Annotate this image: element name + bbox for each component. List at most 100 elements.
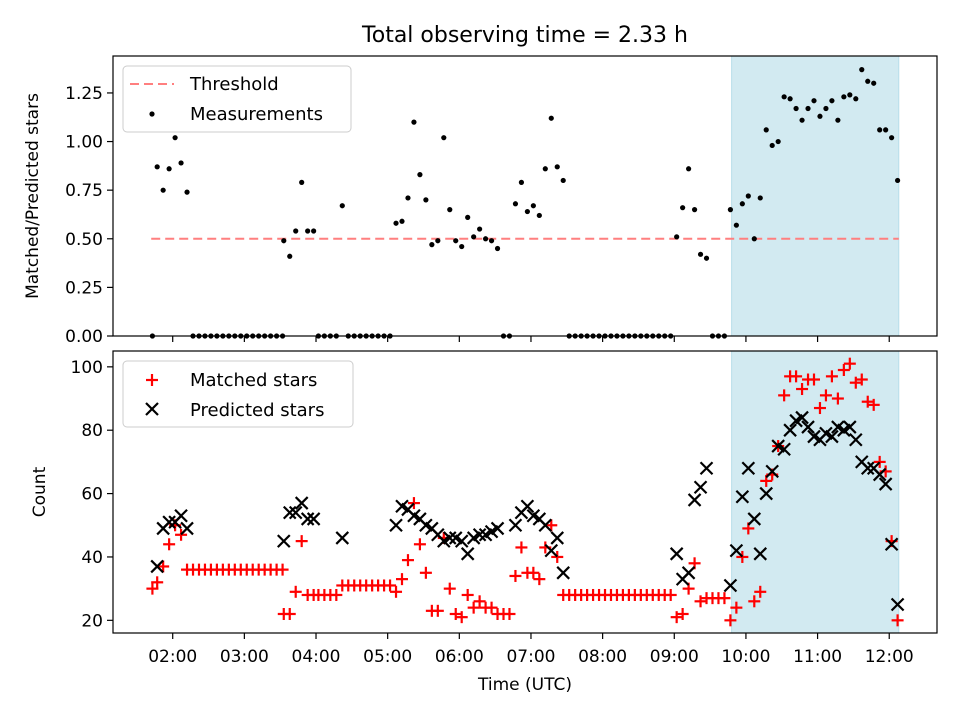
legend-predicted-label: Predicted stars xyxy=(190,400,324,421)
predicted-stars-point xyxy=(681,566,696,580)
measurements-point xyxy=(471,234,477,240)
predicted-stars-point xyxy=(878,477,893,491)
measurements-point xyxy=(853,96,859,102)
measurements-point xyxy=(865,78,871,84)
measurements-point xyxy=(488,238,495,244)
top-axes-frame xyxy=(112,55,938,337)
matched-stars-point xyxy=(790,370,803,383)
measurements-point xyxy=(835,117,841,123)
bottom-highlight-span xyxy=(731,350,900,634)
top-legend: Threshold Measurements xyxy=(122,65,352,133)
predicted-stars-point xyxy=(174,508,188,523)
matched-stars-point xyxy=(778,389,791,402)
predicted-stars-point xyxy=(699,461,714,476)
top-legend-box xyxy=(122,65,352,133)
predicted-stars-point xyxy=(747,512,762,526)
predicted-stars-point xyxy=(669,547,684,561)
bottom-y-tick-label: 100 xyxy=(71,358,103,378)
predicted-stars-point xyxy=(150,559,164,574)
measurements-point xyxy=(883,127,889,133)
matched-stars-point xyxy=(819,389,832,402)
predicted-stars-point xyxy=(890,597,905,612)
bottom-x-tick-label: 02:00 xyxy=(148,647,197,667)
matched-stars-point xyxy=(289,585,302,598)
measurements-point xyxy=(411,119,417,125)
predicted-stars-point xyxy=(825,429,839,444)
measurements-point xyxy=(429,242,435,248)
matched-stars-point xyxy=(276,563,289,576)
matched-stars-point xyxy=(813,402,826,415)
matched-stars-point xyxy=(473,595,486,608)
predicted-stars-point xyxy=(180,521,194,536)
predicted-stars-point xyxy=(306,512,321,526)
predicted-stars-point xyxy=(520,499,535,514)
bottom-x-tick-label: 07:00 xyxy=(506,647,555,667)
matched-stars-point xyxy=(283,607,296,620)
matched-stars-point xyxy=(748,595,761,608)
measurements-point xyxy=(680,205,686,211)
measurements-point xyxy=(787,96,793,102)
predicted-stars-point xyxy=(795,410,809,425)
predicted-stars-point xyxy=(872,467,887,482)
measurements-point xyxy=(293,228,299,234)
measurements-point xyxy=(530,203,536,209)
matched-stars-point xyxy=(401,554,414,567)
bottom-y-tick-label: 80 xyxy=(81,421,103,441)
predicted-stars-point xyxy=(884,537,899,552)
measurements-point xyxy=(160,187,166,193)
matched-stars-point xyxy=(407,497,420,510)
measurements-point xyxy=(441,135,447,141)
top-highlight-span xyxy=(731,55,900,337)
predicted-stars-point xyxy=(538,518,553,533)
bottom-y-tick-label: 60 xyxy=(81,485,103,505)
top-y-tick-label: 0.00 xyxy=(65,327,103,347)
measurements-point xyxy=(399,218,405,224)
bottom-y-axis-label: Count xyxy=(30,466,50,517)
bottom-x-tick-label: 12:00 xyxy=(865,647,914,667)
measurements-point xyxy=(799,117,805,123)
matched-stars-point xyxy=(730,601,743,614)
predicted-stars-point xyxy=(300,512,315,526)
legend-measurements-swatch xyxy=(149,111,155,117)
measurements-point xyxy=(739,201,745,207)
matched-stars-point xyxy=(419,566,432,579)
measurements-point xyxy=(829,98,835,104)
bottom-x-tick-label: 08:00 xyxy=(578,647,627,667)
predicted-stars-point xyxy=(442,531,457,545)
predicted-stars-point xyxy=(801,420,815,434)
measurements-point xyxy=(494,245,501,252)
measurements-point xyxy=(184,189,190,195)
measurements-point xyxy=(465,214,471,220)
top-y-axis-label: Matched/Predicted stars xyxy=(23,93,43,299)
predicted-stars-point xyxy=(490,521,505,536)
matched-stars-point xyxy=(151,576,164,589)
matched-stars-point xyxy=(807,373,820,386)
bottom-x-tick-label: 09:00 xyxy=(650,647,699,667)
measurements-point xyxy=(769,142,775,149)
measurements-point xyxy=(871,80,877,86)
predicted-stars-point xyxy=(723,578,738,593)
measurements-point xyxy=(447,207,453,213)
legend-measurements-label: Measurements xyxy=(190,104,323,125)
measurements-point xyxy=(548,115,554,121)
measurements-point xyxy=(745,193,751,199)
matched-stars-point xyxy=(431,604,444,617)
predicted-stars-point xyxy=(460,547,475,561)
predicted-stars-point xyxy=(765,464,779,479)
bottom-x-tick-label: 03:00 xyxy=(220,647,269,667)
matched-stars-point xyxy=(163,538,176,551)
matched-stars-point xyxy=(413,538,426,551)
matched-stars-point xyxy=(676,607,689,620)
legend-matched-label: Matched stars xyxy=(190,370,317,391)
measurements-point xyxy=(763,127,769,133)
predicted-stars-point xyxy=(544,543,559,558)
matched-stars-point xyxy=(390,585,403,598)
measurements-point xyxy=(686,166,692,172)
predicted-stars-point xyxy=(508,518,523,533)
measurements-point xyxy=(751,236,757,242)
predicted-stars-point xyxy=(860,461,875,476)
bottom-x-tick-label: 04:00 xyxy=(292,647,341,667)
measurements-point xyxy=(166,166,172,172)
matched-stars-point xyxy=(796,383,809,396)
